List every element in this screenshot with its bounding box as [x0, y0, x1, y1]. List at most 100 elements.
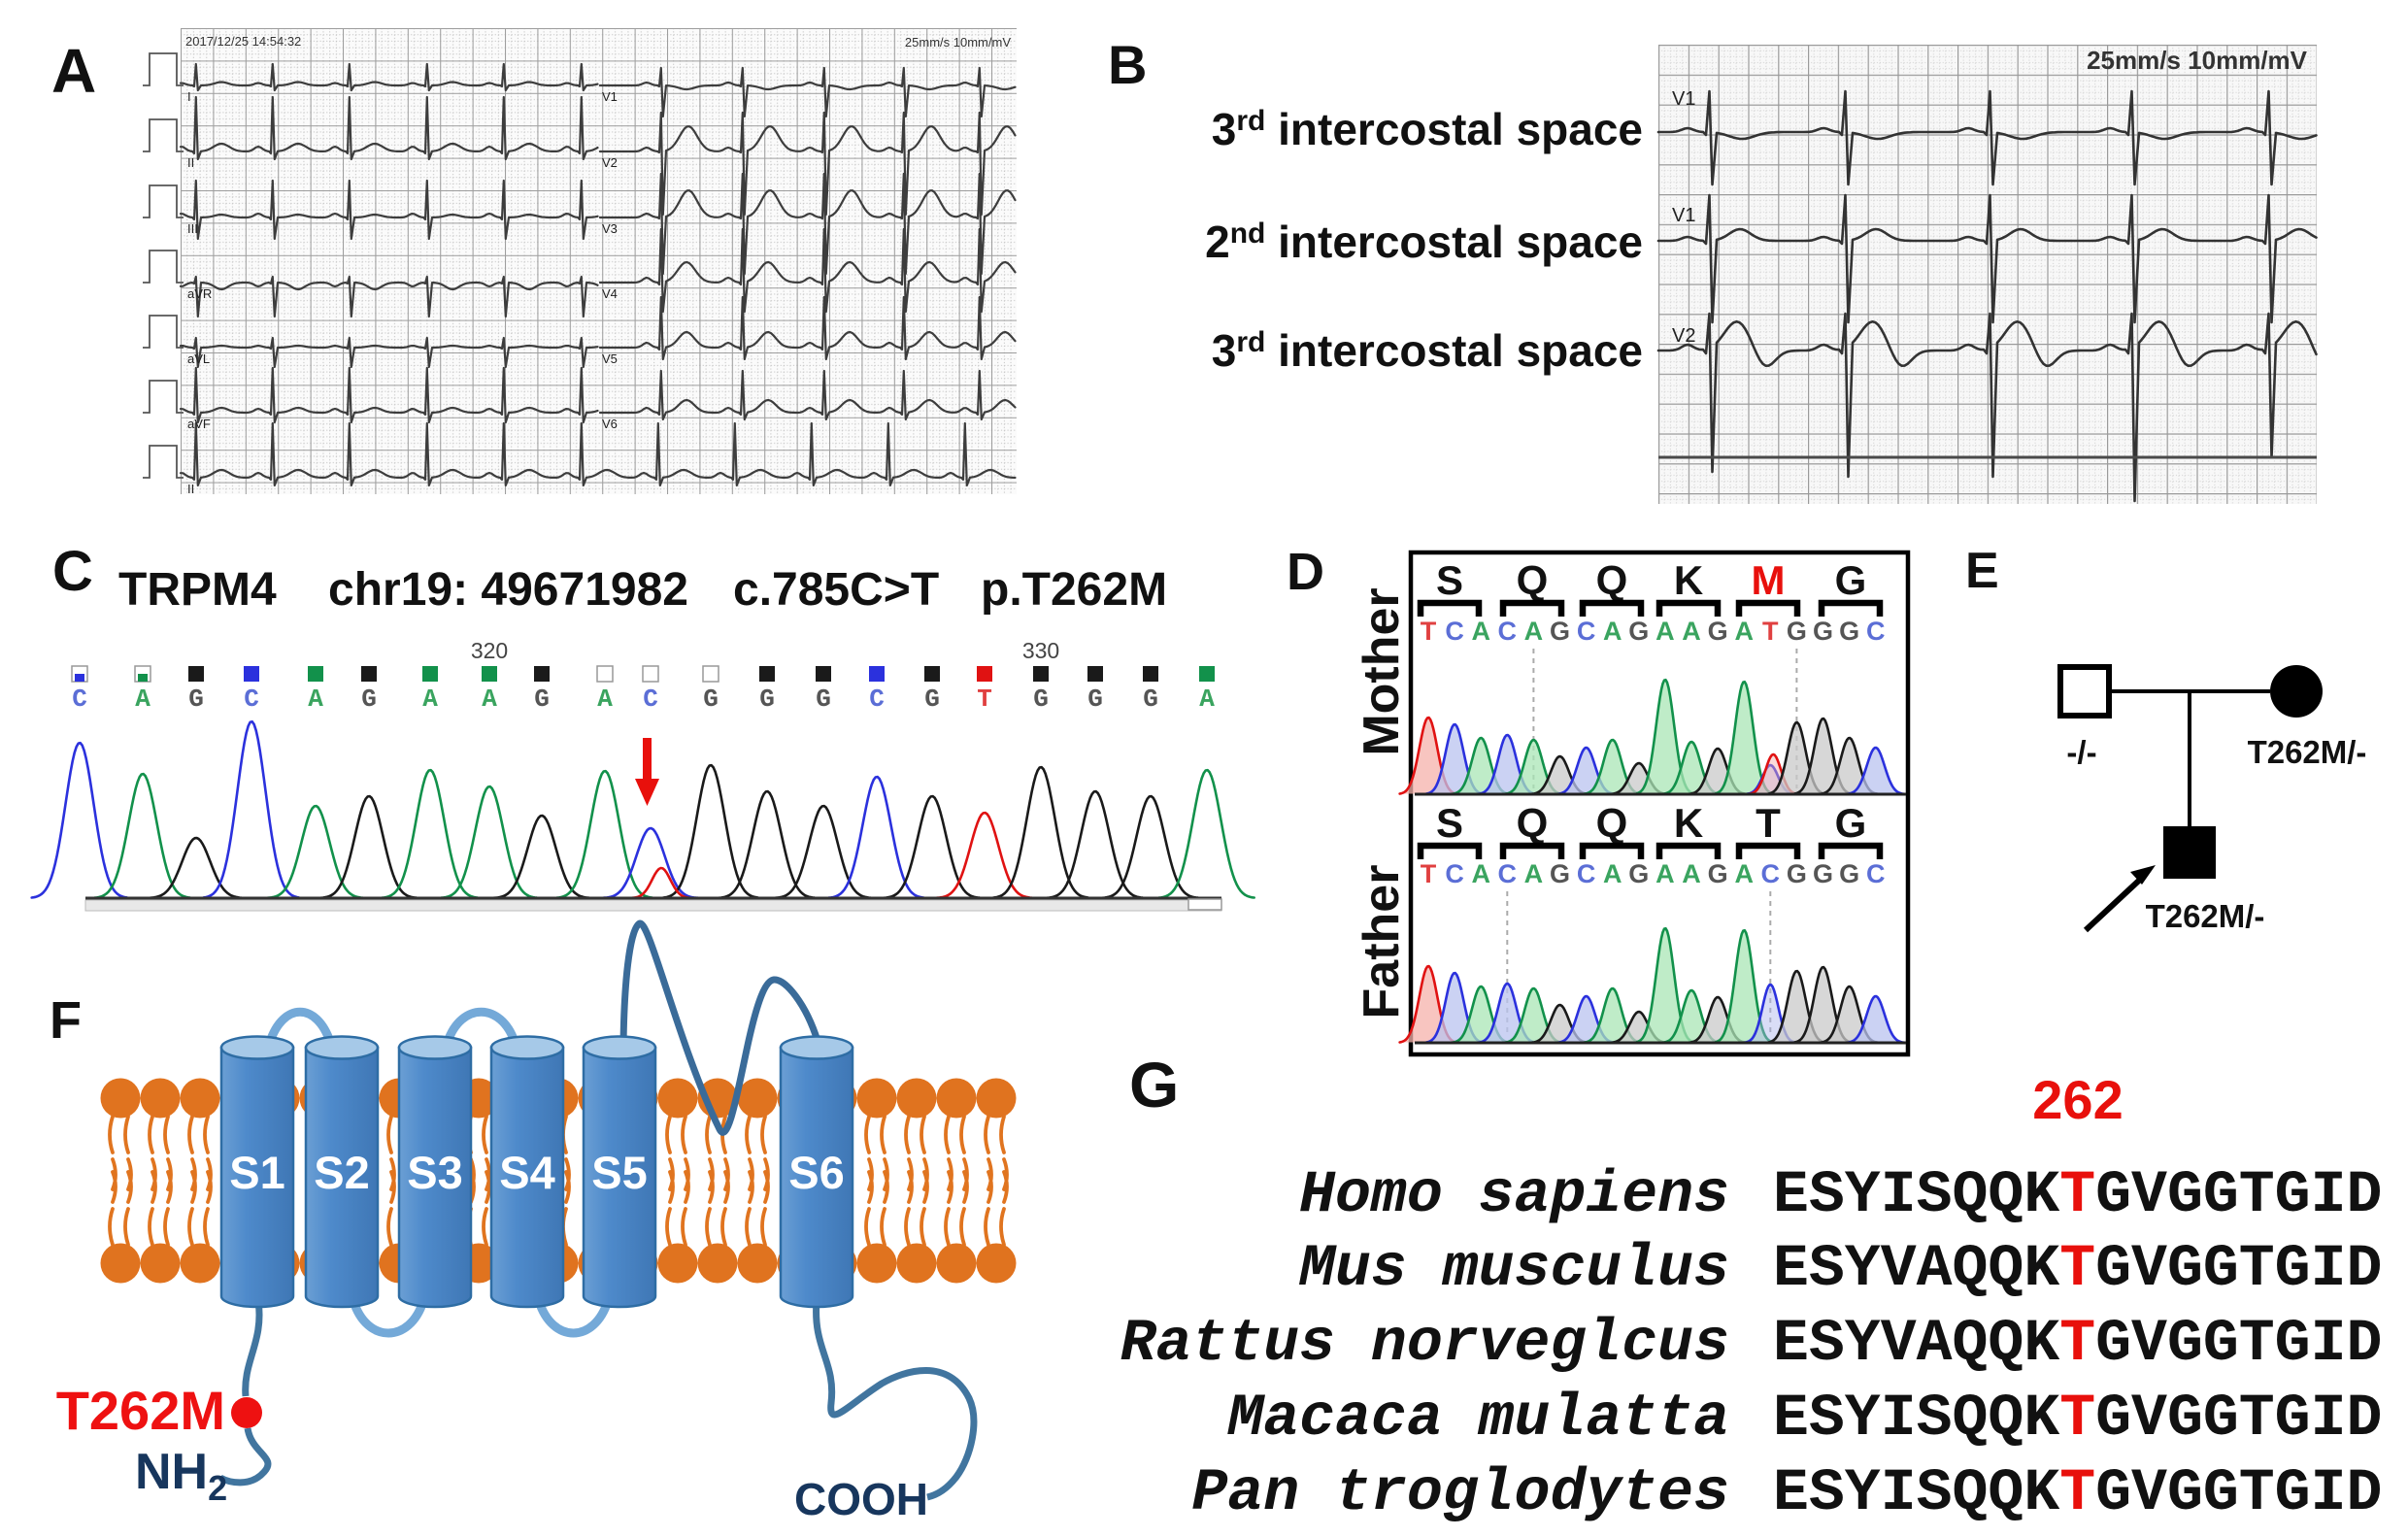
svg-text:G: G: [1708, 859, 1728, 888]
svg-text:V1: V1: [602, 89, 618, 104]
svg-text:ESYISQQKTGVGGTGID: ESYISQQKTGVGGTGID: [1773, 1386, 2382, 1453]
svg-text:C: C: [1761, 859, 1781, 888]
svg-text:A: A: [135, 685, 150, 714]
svg-text:A: A: [1734, 859, 1754, 888]
svg-text:G: G: [703, 685, 719, 714]
svg-text:Homo sapiens: Homo sapiens: [1299, 1162, 1729, 1229]
svg-text:Macaca mulatta: Macaca mulatta: [1226, 1386, 1729, 1453]
svg-text:G: G: [1708, 617, 1728, 646]
svg-text:S4: S4: [499, 1147, 555, 1198]
svg-text:G: G: [534, 685, 550, 714]
svg-text:c.785C>T: c.785C>T: [733, 564, 939, 616]
svg-text:T: T: [1762, 617, 1779, 646]
svg-text:G: G: [1839, 617, 1859, 646]
svg-text:G: G: [1813, 859, 1833, 888]
svg-text:A: A: [1524, 859, 1544, 888]
svg-text:320: 320: [471, 638, 508, 663]
svg-text:aVR: aVR: [187, 286, 212, 301]
svg-text:G: G: [1087, 685, 1103, 714]
svg-text:p.T262M: p.T262M: [981, 564, 1167, 616]
svg-text:G: G: [1787, 859, 1807, 888]
svg-text:II: II: [187, 155, 194, 170]
svg-text:S3: S3: [407, 1147, 463, 1198]
svg-text:G: G: [1839, 859, 1859, 888]
svg-text:G: G: [361, 685, 377, 714]
svg-text:C: C: [869, 685, 885, 714]
svg-text:chr19: 49671982: chr19: 49671982: [328, 564, 688, 616]
svg-text:C: C: [1866, 617, 1886, 646]
svg-text:S: S: [1436, 557, 1463, 603]
svg-text:A: A: [1471, 859, 1490, 888]
svg-text:C: C: [244, 685, 259, 714]
svg-text:C: C: [1498, 617, 1518, 646]
svg-text:2nd intercostal space: 2nd intercostal space: [1205, 217, 1643, 267]
svg-text:Q: Q: [1517, 800, 1549, 846]
svg-text:C: C: [643, 685, 658, 714]
svg-text:III: III: [187, 221, 198, 236]
svg-text:2017/12/25 14:54:32: 2017/12/25 14:54:32: [185, 34, 301, 49]
svg-text:ESYVAQQKTGVGGTGID: ESYVAQQKTGVGGTGID: [1773, 1311, 2382, 1378]
svg-text:aVF: aVF: [187, 417, 211, 431]
svg-text:25mm/s 10mm/mV: 25mm/s 10mm/mV: [905, 35, 1011, 50]
svg-text:ESYISQQKTGVGGTGID: ESYISQQKTGVGGTGID: [1773, 1460, 2382, 1527]
svg-text:A: A: [482, 685, 497, 714]
svg-text:Q: Q: [1596, 800, 1628, 846]
svg-text:A: A: [422, 685, 438, 714]
svg-text:Q: Q: [1517, 557, 1549, 603]
svg-text:V2: V2: [1672, 325, 1695, 347]
svg-text:G: G: [1628, 859, 1649, 888]
svg-text:A: A: [1524, 617, 1544, 646]
svg-text:G: G: [1550, 859, 1570, 888]
svg-text:COOH: COOH: [794, 1474, 928, 1524]
svg-text:T: T: [977, 685, 992, 714]
svg-text:V1: V1: [1672, 205, 1695, 226]
svg-text:S5: S5: [591, 1147, 648, 1198]
svg-text:S6: S6: [788, 1147, 845, 1198]
svg-text:C: C: [1577, 617, 1596, 646]
svg-text:D: D: [1287, 543, 1324, 601]
svg-text:A: A: [597, 685, 613, 714]
svg-text:C: C: [1445, 617, 1464, 646]
svg-text:V1: V1: [1672, 88, 1695, 110]
svg-text:C: C: [52, 540, 93, 603]
svg-text:T: T: [1756, 800, 1781, 846]
svg-text:Mother: Mother: [1354, 587, 1410, 755]
svg-text:V5: V5: [602, 351, 618, 366]
svg-text:C: C: [1445, 859, 1464, 888]
svg-text:G: G: [1813, 617, 1833, 646]
svg-text:V2: V2: [602, 155, 618, 170]
svg-text:A: A: [1656, 617, 1675, 646]
svg-text:A: A: [1734, 617, 1754, 646]
svg-text:B: B: [1108, 34, 1147, 95]
svg-text:K: K: [1674, 800, 1703, 846]
svg-text:262: 262: [2032, 1069, 2123, 1130]
svg-text:T262M/-: T262M/-: [2248, 734, 2367, 770]
svg-text:G: G: [1129, 1049, 1179, 1120]
svg-text:3rd intercostal space: 3rd intercostal space: [1212, 104, 1643, 154]
svg-text:A: A: [1199, 685, 1215, 714]
svg-text:II: II: [187, 482, 194, 496]
svg-text:F: F: [50, 991, 82, 1050]
svg-text:Q: Q: [1596, 557, 1628, 603]
svg-text:T: T: [1421, 859, 1437, 888]
svg-text:S1: S1: [229, 1147, 285, 1198]
svg-text:V4: V4: [602, 286, 618, 301]
svg-text:S: S: [1436, 800, 1463, 846]
svg-text:G: G: [924, 685, 940, 714]
svg-text:G: G: [1628, 617, 1649, 646]
svg-text:A: A: [1656, 859, 1675, 888]
svg-text:C: C: [1866, 859, 1886, 888]
svg-text:A: A: [1682, 859, 1701, 888]
svg-text:Pan troglodytes: Pan troglodytes: [1191, 1460, 1729, 1527]
svg-text:330: 330: [1022, 638, 1059, 663]
svg-text:C: C: [72, 685, 87, 714]
svg-text:G: G: [816, 685, 831, 714]
svg-text:G: G: [1787, 617, 1807, 646]
svg-text:G: G: [188, 685, 204, 714]
svg-text:T262M/-: T262M/-: [2146, 898, 2265, 934]
svg-text:3rd intercostal space: 3rd intercostal space: [1212, 325, 1643, 376]
svg-text:M: M: [1752, 557, 1786, 603]
svg-text:A: A: [1471, 617, 1490, 646]
svg-text:aVL: aVL: [187, 351, 210, 366]
svg-text:A: A: [51, 36, 96, 106]
